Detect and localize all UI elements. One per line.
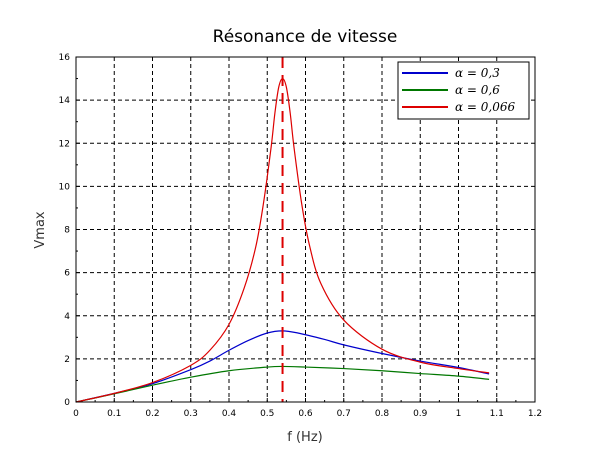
chart-title: Résonance de vitesse — [213, 27, 398, 47]
x-tick-label: 0.5 — [260, 409, 274, 419]
y-tick-label: 0 — [64, 398, 70, 408]
x-tick-label: 1 — [456, 409, 462, 419]
x-tick-label: 0.6 — [298, 409, 313, 419]
y-tick-label: 2 — [64, 355, 70, 365]
x-tick-label: 0.7 — [337, 409, 351, 419]
x-tick-label: 0.1 — [107, 409, 121, 419]
y-tick-label: 16 — [59, 53, 71, 63]
legend-label: α = 0,3 — [455, 66, 500, 80]
y-tick-label: 4 — [64, 312, 70, 322]
x-tick-label: 1.2 — [528, 409, 542, 419]
x-tick-label: 0.8 — [375, 409, 390, 419]
y-tick-label: 6 — [64, 269, 70, 279]
y-tick-label: 8 — [64, 226, 70, 236]
legend: α = 0,3 α = 0,6 α = 0,066 — [397, 61, 530, 120]
x-tick-label: 0.9 — [413, 409, 428, 419]
y-axis-label: Vmax — [33, 211, 48, 249]
y-tick-label: 14 — [59, 96, 71, 106]
x-tick-label: 0.2 — [145, 409, 159, 419]
y-tick-label: 10 — [59, 182, 71, 192]
series-lines — [75, 57, 490, 403]
x-tick-label: 0.4 — [222, 409, 237, 419]
x-tick-label: 0 — [73, 409, 79, 419]
x-tick-label: 1.1 — [490, 409, 504, 419]
x-axis-label: f (Hz) — [287, 430, 322, 445]
series-line-3 — [75, 77, 490, 403]
legend-label: α = 0,6 — [455, 83, 500, 97]
x-tick-label: 0.3 — [184, 409, 198, 419]
legend-label: α = 0,066 — [455, 100, 516, 114]
y-tick-label: 12 — [59, 139, 70, 149]
axis-ticks: 0 0.1 0.2 0.3 0.4 0.5 0.6 0.7 0.8 0.9 1 1.1 1.2 0 2 4 6 8… — [59, 53, 543, 419]
